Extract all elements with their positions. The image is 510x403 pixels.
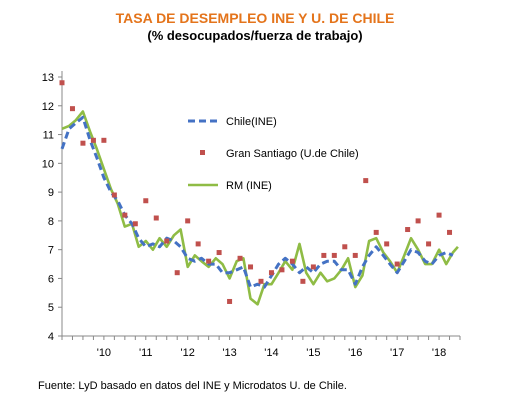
data-point (195, 241, 201, 247)
chart-title: TASA DE DESEMPLEO INE Y U. DE CHILE (115, 10, 395, 26)
data-point (227, 298, 233, 304)
data-point (268, 270, 274, 276)
data-point (101, 137, 107, 143)
y-tick-label: 8 (48, 216, 54, 228)
y-tick-label: 7 (48, 245, 54, 257)
data-point (153, 215, 159, 221)
x-tick-label: '17 (390, 347, 404, 359)
y-tick-label: 13 (42, 72, 54, 84)
data-point (132, 221, 138, 227)
legend-label: Chile(INE) (226, 116, 277, 128)
y-tick-label: 9 (48, 187, 54, 199)
data-point (415, 218, 421, 224)
y-tick-label: 11 (43, 130, 54, 142)
data-point (248, 264, 254, 270)
data-point (436, 212, 442, 218)
series-0 (60, 115, 454, 289)
x-tick-label: '10 (97, 347, 111, 359)
axes: 4 5 6 7 8 9 10 11 12 13 '10 '11 '12 '13 '14 '15 '16 '17 '1… (42, 71, 461, 359)
data-point (342, 244, 348, 250)
series-line (60, 115, 454, 289)
data-point (111, 192, 117, 198)
source-note: Fuente: LyD basado en datos del INE y Mi… (38, 380, 347, 392)
legend-label: Gran Santiago (U.de Chile) (226, 148, 359, 160)
x-tick-label: '15 (306, 347, 320, 359)
data-point (174, 270, 180, 276)
data-point (206, 258, 212, 264)
chart-subtitle: (% desocupados/fuerza de trabajo) (147, 28, 363, 43)
data-point (363, 178, 369, 184)
series-1 (59, 80, 453, 304)
data-point (331, 252, 337, 258)
x-tick-label: '14 (264, 347, 278, 359)
y-tick-label: 10 (42, 158, 54, 170)
x-tick-label: '11 (139, 347, 153, 359)
data-point (90, 137, 96, 143)
data-point (80, 140, 86, 146)
data-point (258, 278, 264, 284)
data-point (216, 250, 222, 256)
data-point (59, 80, 65, 86)
data-point (279, 267, 285, 273)
data-point (143, 198, 149, 204)
data-point (447, 229, 453, 235)
x-tick-label: '16 (348, 347, 362, 359)
legend-label: RM (INE) (226, 180, 272, 192)
x-tick-label: '13 (222, 347, 236, 359)
data-point (394, 261, 400, 267)
data-point (384, 241, 390, 247)
data-point (321, 252, 327, 258)
data-point (69, 106, 75, 112)
x-tick-label: '18 (432, 347, 446, 359)
data-point (352, 252, 358, 258)
y-tick-label: 12 (42, 101, 54, 113)
y-tick-label: 4 (48, 331, 54, 343)
data-point (289, 258, 295, 264)
x-tick-label: '12 (181, 347, 195, 359)
data-point (426, 241, 432, 247)
data-point (373, 229, 379, 235)
data-point (237, 255, 243, 261)
data-point (300, 278, 306, 284)
legend-marker (200, 150, 205, 155)
legend: Chile(INE) Gran Santiago (U.de Chile) RM (… (188, 116, 359, 192)
data-point (185, 218, 191, 224)
data-point (310, 264, 316, 270)
data-point (164, 238, 170, 244)
series-layer (59, 80, 459, 306)
y-tick-label: 5 (48, 302, 54, 314)
data-point (405, 227, 411, 233)
y-tick-label: 6 (48, 273, 54, 285)
data-point (122, 212, 128, 218)
